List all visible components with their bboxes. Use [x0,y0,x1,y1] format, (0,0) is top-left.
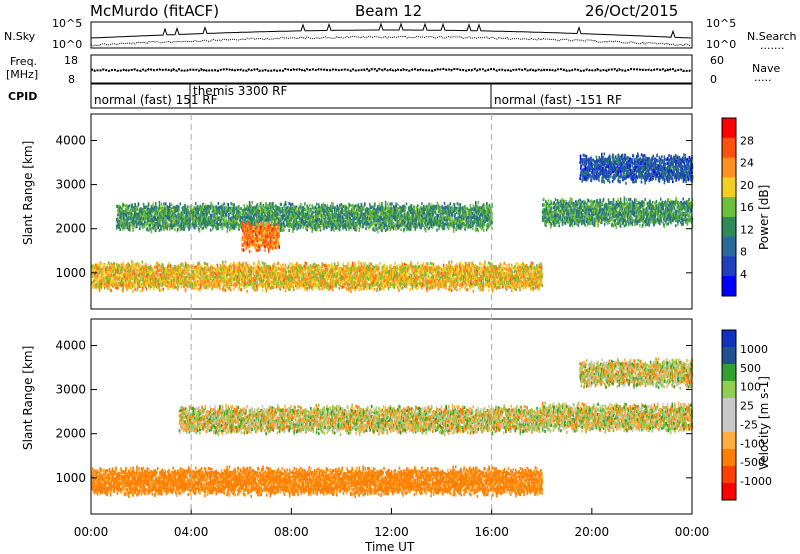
noise-panel-frame [91,22,692,48]
power-cell [153,287,155,290]
power-cell [142,261,144,264]
noise-search-trace [91,36,691,46]
power-cell [130,278,132,281]
power-cell [174,265,176,268]
power-cell [174,279,176,282]
noise-right-dots: ······· [760,42,784,55]
power-cell [142,288,144,291]
power-cell [135,286,137,289]
freq-trace [91,69,691,71]
nave-dots: ····· [754,74,771,87]
power-cell [162,288,164,291]
power-cell [140,289,142,292]
power-cell [104,287,106,290]
cpid-program-3: normal (fast) -151 RF [494,93,622,107]
freq-label-line1: Freq. [10,55,37,68]
power-cell [114,262,116,265]
cpid-label: CPID [8,90,37,103]
power-cell [131,265,133,268]
date-title: 26/Oct/2015 [585,2,678,20]
freq-panel: Freq. [MHz] 18 8 60 0 Nave ····· [6,54,780,87]
power-cell [129,264,131,267]
nave-right-tick-top: 60 [710,54,724,67]
nave-right-tick-bottom: 0 [710,73,717,86]
freq-left-tick-bottom: 8 [68,73,75,86]
noise-panel: N.Sky N.Search ······· 10^5 10^0 10^5 10… [4,17,797,55]
noise-right-tick-bottom: 10^0 [706,38,736,51]
cpid-panel: CPID normal (fast) 151 RF themis 3300 RF… [8,84,692,108]
power-cell [106,263,108,266]
power-cell [123,264,125,267]
power-cell [101,263,103,266]
noise-left-label: N.Sky [4,30,36,43]
power-cell [144,276,146,279]
noise-left-tick-top: 10^5 [52,17,82,30]
power-cell [122,261,124,264]
power-cell [123,286,125,289]
power-cell [173,287,175,290]
power-cell [160,289,162,292]
power-cell [116,263,118,266]
power-cell [103,268,105,271]
noise-right-tick-top: 10^5 [706,17,736,30]
beam-title: Beam 12 [355,2,422,20]
power-cell [122,290,124,293]
power-cell [102,285,104,288]
power-cell [162,264,164,267]
figure: McMurdo (fitACF) Beam 12 26/Oct/2015 N.S… [0,0,800,554]
power-cell [111,289,113,292]
power-cell [103,273,105,276]
power-cell [146,288,148,291]
power-cell [175,286,177,289]
power-cell [153,280,155,283]
noise-left-tick-bottom: 10^0 [52,38,82,51]
power-cell [117,287,119,290]
power-cell [104,264,106,267]
freq-left-tick-top: 18 [64,54,78,67]
noise-sky-trace [91,24,691,38]
power-cell [159,285,161,288]
power-cell [132,290,134,293]
freq-label-line2: [MHz] [6,68,38,81]
station-title: McMurdo (fitACF) [90,2,219,20]
cpid-program-2: themis 3300 RF [193,84,287,98]
power-cell [139,263,141,266]
power-echo-cells [91,152,693,293]
freq-panel-frame [91,55,692,83]
power-cell [105,279,107,282]
